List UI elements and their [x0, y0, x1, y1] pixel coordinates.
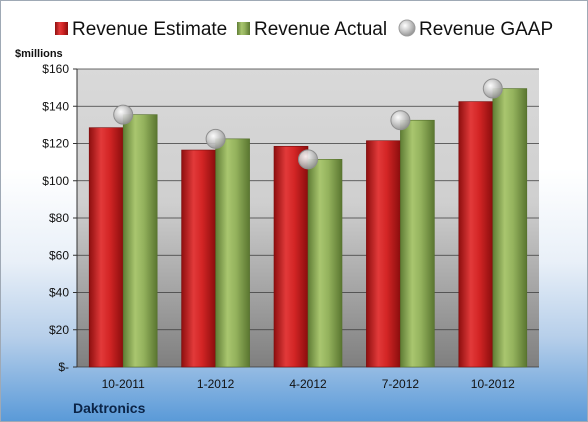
y-tick-label: $20 [49, 323, 69, 337]
bar-revenue-actual [400, 119, 435, 368]
legend-item-estimate: Revenue Estimate [55, 19, 227, 40]
y-tick-label: $100 [42, 174, 69, 188]
bar-revenue-estimate [366, 140, 401, 368]
legend-item-gaap: Revenue GAAP [398, 19, 553, 40]
company-label: Daktronics [73, 400, 146, 416]
y-tick-label: $120 [42, 137, 69, 151]
y-unit-label: $millions [15, 48, 63, 60]
bar-revenue-actual [492, 88, 528, 368]
bar-revenue-actual [307, 159, 343, 368]
x-tick-label: 10-2012 [471, 377, 515, 391]
gaap-markers [113, 78, 503, 170]
marker-revenue-gaap [113, 104, 134, 125]
legend: Revenue Estimate Revenue Actual Revenue … [55, 19, 553, 40]
legend-label-estimate: Revenue Estimate [72, 19, 227, 40]
bar-revenue-estimate [458, 101, 494, 368]
marker-revenue-gaap [205, 128, 226, 149]
bar-revenue-estimate [88, 127, 124, 368]
y-tick-label: $160 [42, 62, 69, 76]
x-tick-labels: 10-2011 1-2012 4-2012 7-2012 10-2012 [102, 377, 516, 391]
bar-revenue-estimate [273, 145, 309, 368]
y-tick-label: $60 [49, 248, 69, 262]
bars [88, 88, 528, 368]
y-tick-labels: $- $20 $40 $60 $80 $100 $120 $140 $160 [42, 62, 78, 374]
marker-revenue-gaap [390, 110, 411, 131]
legend-marker-gaap [398, 19, 416, 37]
y-tick-label: $80 [49, 211, 69, 225]
bar-revenue-actual [215, 138, 250, 368]
marker-revenue-gaap [298, 149, 318, 170]
x-tick-label: 1-2012 [197, 377, 235, 391]
y-tick-label: $- [58, 360, 69, 374]
x-tick-label: 4-2012 [289, 377, 327, 391]
x-tick-label: 7-2012 [382, 377, 420, 391]
y-tick-label: $140 [42, 99, 69, 113]
x-tick-label: 10-2011 [102, 377, 145, 391]
legend-item-actual: Revenue Actual [237, 19, 387, 40]
y-tick-label: $40 [49, 286, 69, 300]
legend-label-gaap: Revenue GAAP [419, 19, 553, 40]
bar-revenue-estimate [181, 149, 216, 368]
legend-swatch-estimate [55, 22, 68, 35]
bar-revenue-actual [122, 114, 158, 368]
marker-revenue-gaap [482, 78, 503, 99]
legend-label-actual: Revenue Actual [254, 19, 387, 40]
legend-swatch-actual [237, 22, 250, 35]
